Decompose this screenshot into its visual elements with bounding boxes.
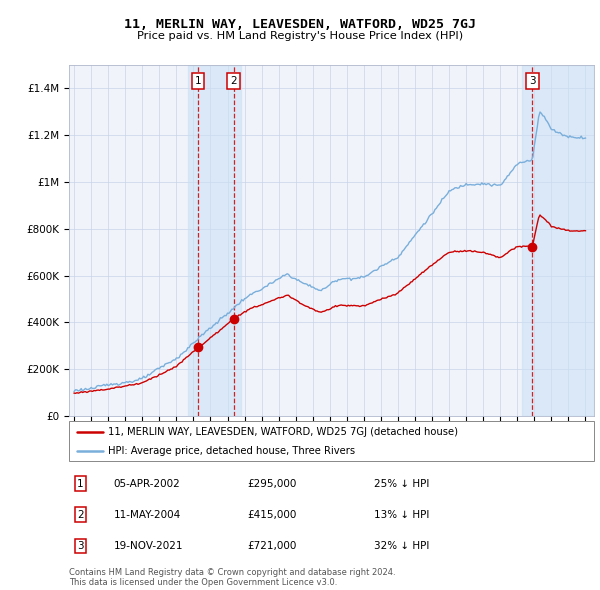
Text: 05-APR-2002: 05-APR-2002	[113, 478, 181, 489]
Text: £721,000: £721,000	[248, 541, 297, 551]
FancyBboxPatch shape	[69, 421, 594, 461]
Text: 11-MAY-2004: 11-MAY-2004	[113, 510, 181, 520]
Text: 11, MERLIN WAY, LEAVESDEN, WATFORD, WD25 7GJ: 11, MERLIN WAY, LEAVESDEN, WATFORD, WD25…	[124, 18, 476, 31]
Text: £415,000: £415,000	[248, 510, 297, 520]
Text: Contains HM Land Registry data © Crown copyright and database right 2024.
This d: Contains HM Land Registry data © Crown c…	[69, 568, 395, 587]
Text: 32% ↓ HPI: 32% ↓ HPI	[373, 541, 429, 551]
Text: 2: 2	[77, 510, 84, 520]
Text: HPI: Average price, detached house, Three Rivers: HPI: Average price, detached house, Thre…	[109, 445, 355, 455]
Text: 3: 3	[77, 541, 84, 551]
Bar	[188, 65, 241, 416]
Text: £295,000: £295,000	[248, 478, 297, 489]
Text: 19-NOV-2021: 19-NOV-2021	[113, 541, 183, 551]
Text: 2: 2	[230, 76, 237, 86]
Text: 25% ↓ HPI: 25% ↓ HPI	[373, 478, 429, 489]
Text: 1: 1	[195, 76, 202, 86]
Text: 1: 1	[77, 478, 84, 489]
Text: 13% ↓ HPI: 13% ↓ HPI	[373, 510, 429, 520]
Bar	[523, 65, 594, 416]
Text: 3: 3	[529, 76, 536, 86]
Text: 11, MERLIN WAY, LEAVESDEN, WATFORD, WD25 7GJ (detached house): 11, MERLIN WAY, LEAVESDEN, WATFORD, WD25…	[109, 427, 458, 437]
Text: Price paid vs. HM Land Registry's House Price Index (HPI): Price paid vs. HM Land Registry's House …	[137, 31, 463, 41]
